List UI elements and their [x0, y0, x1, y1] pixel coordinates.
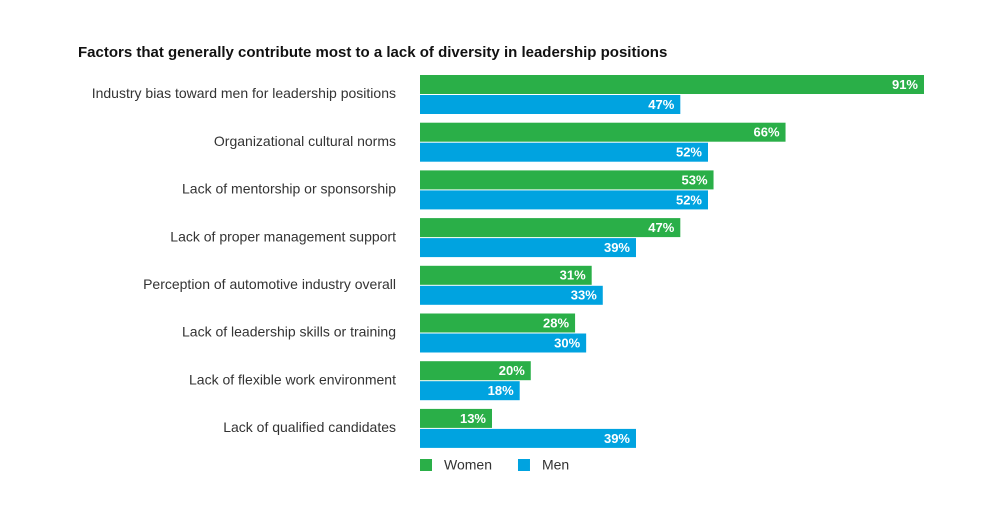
legend-label: Women [444, 457, 492, 473]
category-label: Lack of flexible work environment [189, 371, 396, 387]
bar [420, 142, 708, 162]
category-label: Lack of proper management support [170, 228, 396, 244]
bar [420, 238, 636, 258]
value-label: 47% [648, 220, 674, 235]
category-label: Lack of mentorship or sponsorship [182, 181, 396, 197]
value-label: 30% [554, 335, 580, 350]
value-label: 39% [604, 240, 630, 255]
bar [420, 408, 492, 428]
value-label: 13% [460, 411, 486, 426]
value-label: 39% [604, 431, 630, 446]
value-label: 18% [488, 383, 514, 398]
value-label: 91% [892, 77, 918, 92]
bar [420, 190, 708, 210]
chart-title: Factors that generally contribute most t… [78, 44, 667, 61]
category-label: Lack of leadership skills or training [182, 324, 396, 340]
value-label: 52% [676, 145, 702, 160]
bar [420, 75, 924, 94]
bar [420, 285, 603, 305]
category-label: Industry bias toward men for leadership … [92, 85, 396, 101]
legend-swatch [420, 459, 432, 471]
category-label: Lack of qualified candidates [223, 419, 396, 435]
value-label: 47% [648, 97, 674, 112]
bar [420, 122, 786, 142]
legend-label: Men [542, 457, 569, 473]
bar [420, 428, 636, 448]
bar [420, 381, 520, 401]
value-label: 28% [543, 315, 569, 330]
bar [420, 333, 587, 353]
bar [420, 265, 592, 285]
bar [420, 313, 576, 333]
legend-swatch [517, 459, 530, 471]
bar [420, 361, 531, 381]
value-label: 52% [676, 192, 702, 207]
bar [420, 218, 681, 238]
bar [420, 170, 714, 190]
category-label: Perception of automotive industry overal… [143, 276, 396, 292]
category-label: Organizational cultural norms [214, 133, 396, 149]
value-label: 20% [499, 363, 525, 378]
value-label: 31% [560, 268, 586, 283]
value-label: 53% [682, 172, 708, 187]
value-label: 66% [754, 125, 780, 140]
bar [420, 95, 681, 114]
value-label: 33% [571, 288, 597, 303]
